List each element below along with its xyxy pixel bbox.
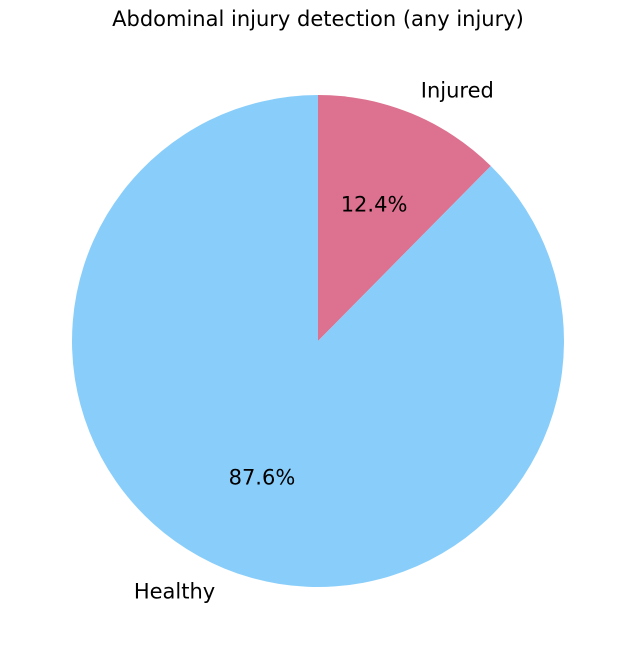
pie-slice-injured <box>318 95 491 341</box>
percent-label-healthy: 87.6% <box>229 466 296 490</box>
percent-label-injured: 12.4% <box>341 192 408 216</box>
slice-label-healthy: Healthy <box>134 579 215 603</box>
pie-labels: Injured 12.4% Healthy 87.6% <box>134 79 494 604</box>
slice-label-injured: Injured <box>421 79 494 103</box>
pie-slices <box>71 95 564 587</box>
pie-slice-healthy <box>71 95 564 587</box>
chart-title: Abdominal injury detection (any injury) <box>112 7 524 31</box>
